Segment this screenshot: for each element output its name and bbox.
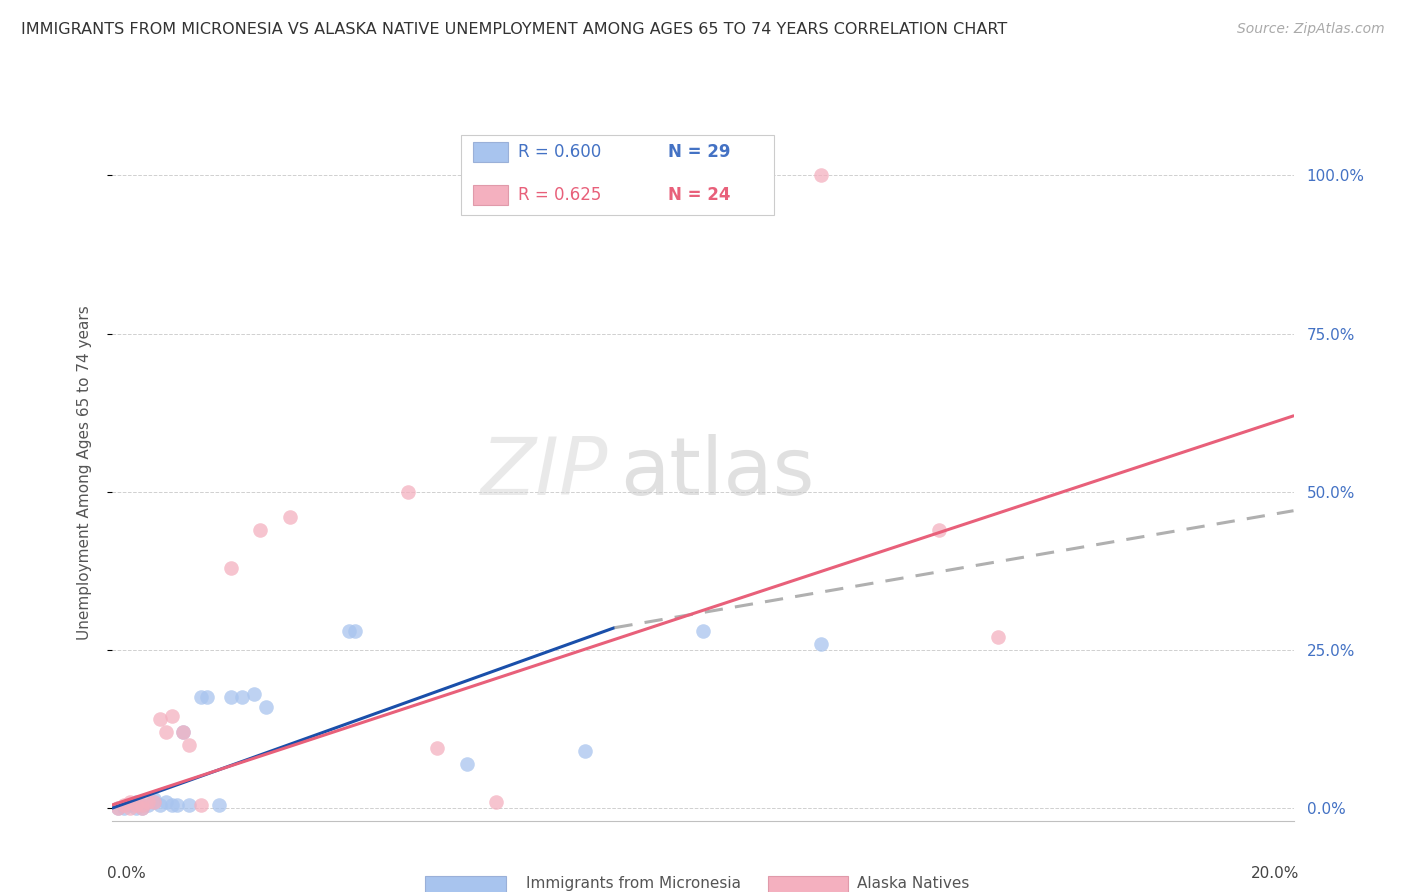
Point — [179, 738, 201, 752]
Point — [107, 801, 129, 815]
Text: atlas: atlas — [620, 434, 814, 512]
Point — [166, 797, 188, 812]
FancyBboxPatch shape — [472, 186, 508, 205]
Point — [574, 744, 596, 758]
Point — [125, 797, 148, 812]
Point — [142, 795, 165, 809]
Point — [120, 795, 142, 809]
FancyBboxPatch shape — [768, 876, 848, 892]
Point — [190, 690, 212, 705]
Text: N = 29: N = 29 — [668, 143, 730, 161]
Text: Immigrants from Micronesia: Immigrants from Micronesia — [526, 876, 741, 891]
Text: Source: ZipAtlas.com: Source: ZipAtlas.com — [1237, 22, 1385, 37]
Point — [155, 725, 177, 739]
Point — [928, 523, 950, 537]
Point — [149, 797, 172, 812]
Point — [172, 725, 194, 739]
Point — [249, 523, 271, 537]
Point — [231, 690, 253, 705]
FancyBboxPatch shape — [426, 876, 506, 892]
Point — [987, 630, 1010, 644]
Point — [396, 484, 419, 499]
Text: R = 0.625: R = 0.625 — [517, 186, 600, 204]
Point — [278, 510, 301, 524]
Point — [142, 791, 165, 805]
FancyBboxPatch shape — [472, 142, 508, 161]
Text: 20.0%: 20.0% — [1251, 866, 1299, 881]
Point — [190, 797, 212, 812]
Point — [172, 725, 194, 739]
Point — [219, 690, 242, 705]
Point — [120, 801, 142, 815]
Point — [149, 713, 172, 727]
Point — [337, 624, 360, 638]
Point — [208, 797, 231, 812]
Text: ZIP: ZIP — [481, 434, 609, 512]
Point — [112, 797, 135, 812]
Point — [120, 797, 142, 812]
Point — [160, 709, 183, 723]
Text: IMMIGRANTS FROM MICRONESIA VS ALASKA NATIVE UNEMPLOYMENT AMONG AGES 65 TO 74 YEA: IMMIGRANTS FROM MICRONESIA VS ALASKA NAT… — [21, 22, 1007, 37]
Point — [160, 797, 183, 812]
FancyBboxPatch shape — [461, 136, 773, 215]
Text: Alaska Natives: Alaska Natives — [856, 876, 969, 891]
Y-axis label: Unemployment Among Ages 65 to 74 years: Unemployment Among Ages 65 to 74 years — [77, 305, 91, 640]
Point — [456, 756, 478, 771]
Text: 0.0%: 0.0% — [107, 866, 145, 881]
Point — [810, 169, 832, 183]
Point — [125, 801, 148, 815]
Point — [810, 636, 832, 650]
Point — [131, 801, 153, 815]
Point — [343, 624, 366, 638]
Point — [179, 797, 201, 812]
Point — [195, 690, 218, 705]
Point — [112, 801, 135, 815]
Point — [692, 624, 714, 638]
Text: R = 0.600: R = 0.600 — [517, 143, 600, 161]
Point — [243, 687, 266, 701]
Point — [136, 795, 159, 809]
Point — [131, 797, 153, 812]
Point — [131, 801, 153, 815]
Point — [136, 797, 159, 812]
Point — [107, 801, 129, 815]
Point — [155, 795, 177, 809]
Point — [125, 795, 148, 809]
Point — [219, 560, 242, 574]
Point — [426, 740, 449, 755]
Text: N = 24: N = 24 — [668, 186, 730, 204]
Point — [142, 795, 165, 809]
Point — [131, 797, 153, 812]
Point — [485, 795, 508, 809]
Point — [254, 699, 277, 714]
